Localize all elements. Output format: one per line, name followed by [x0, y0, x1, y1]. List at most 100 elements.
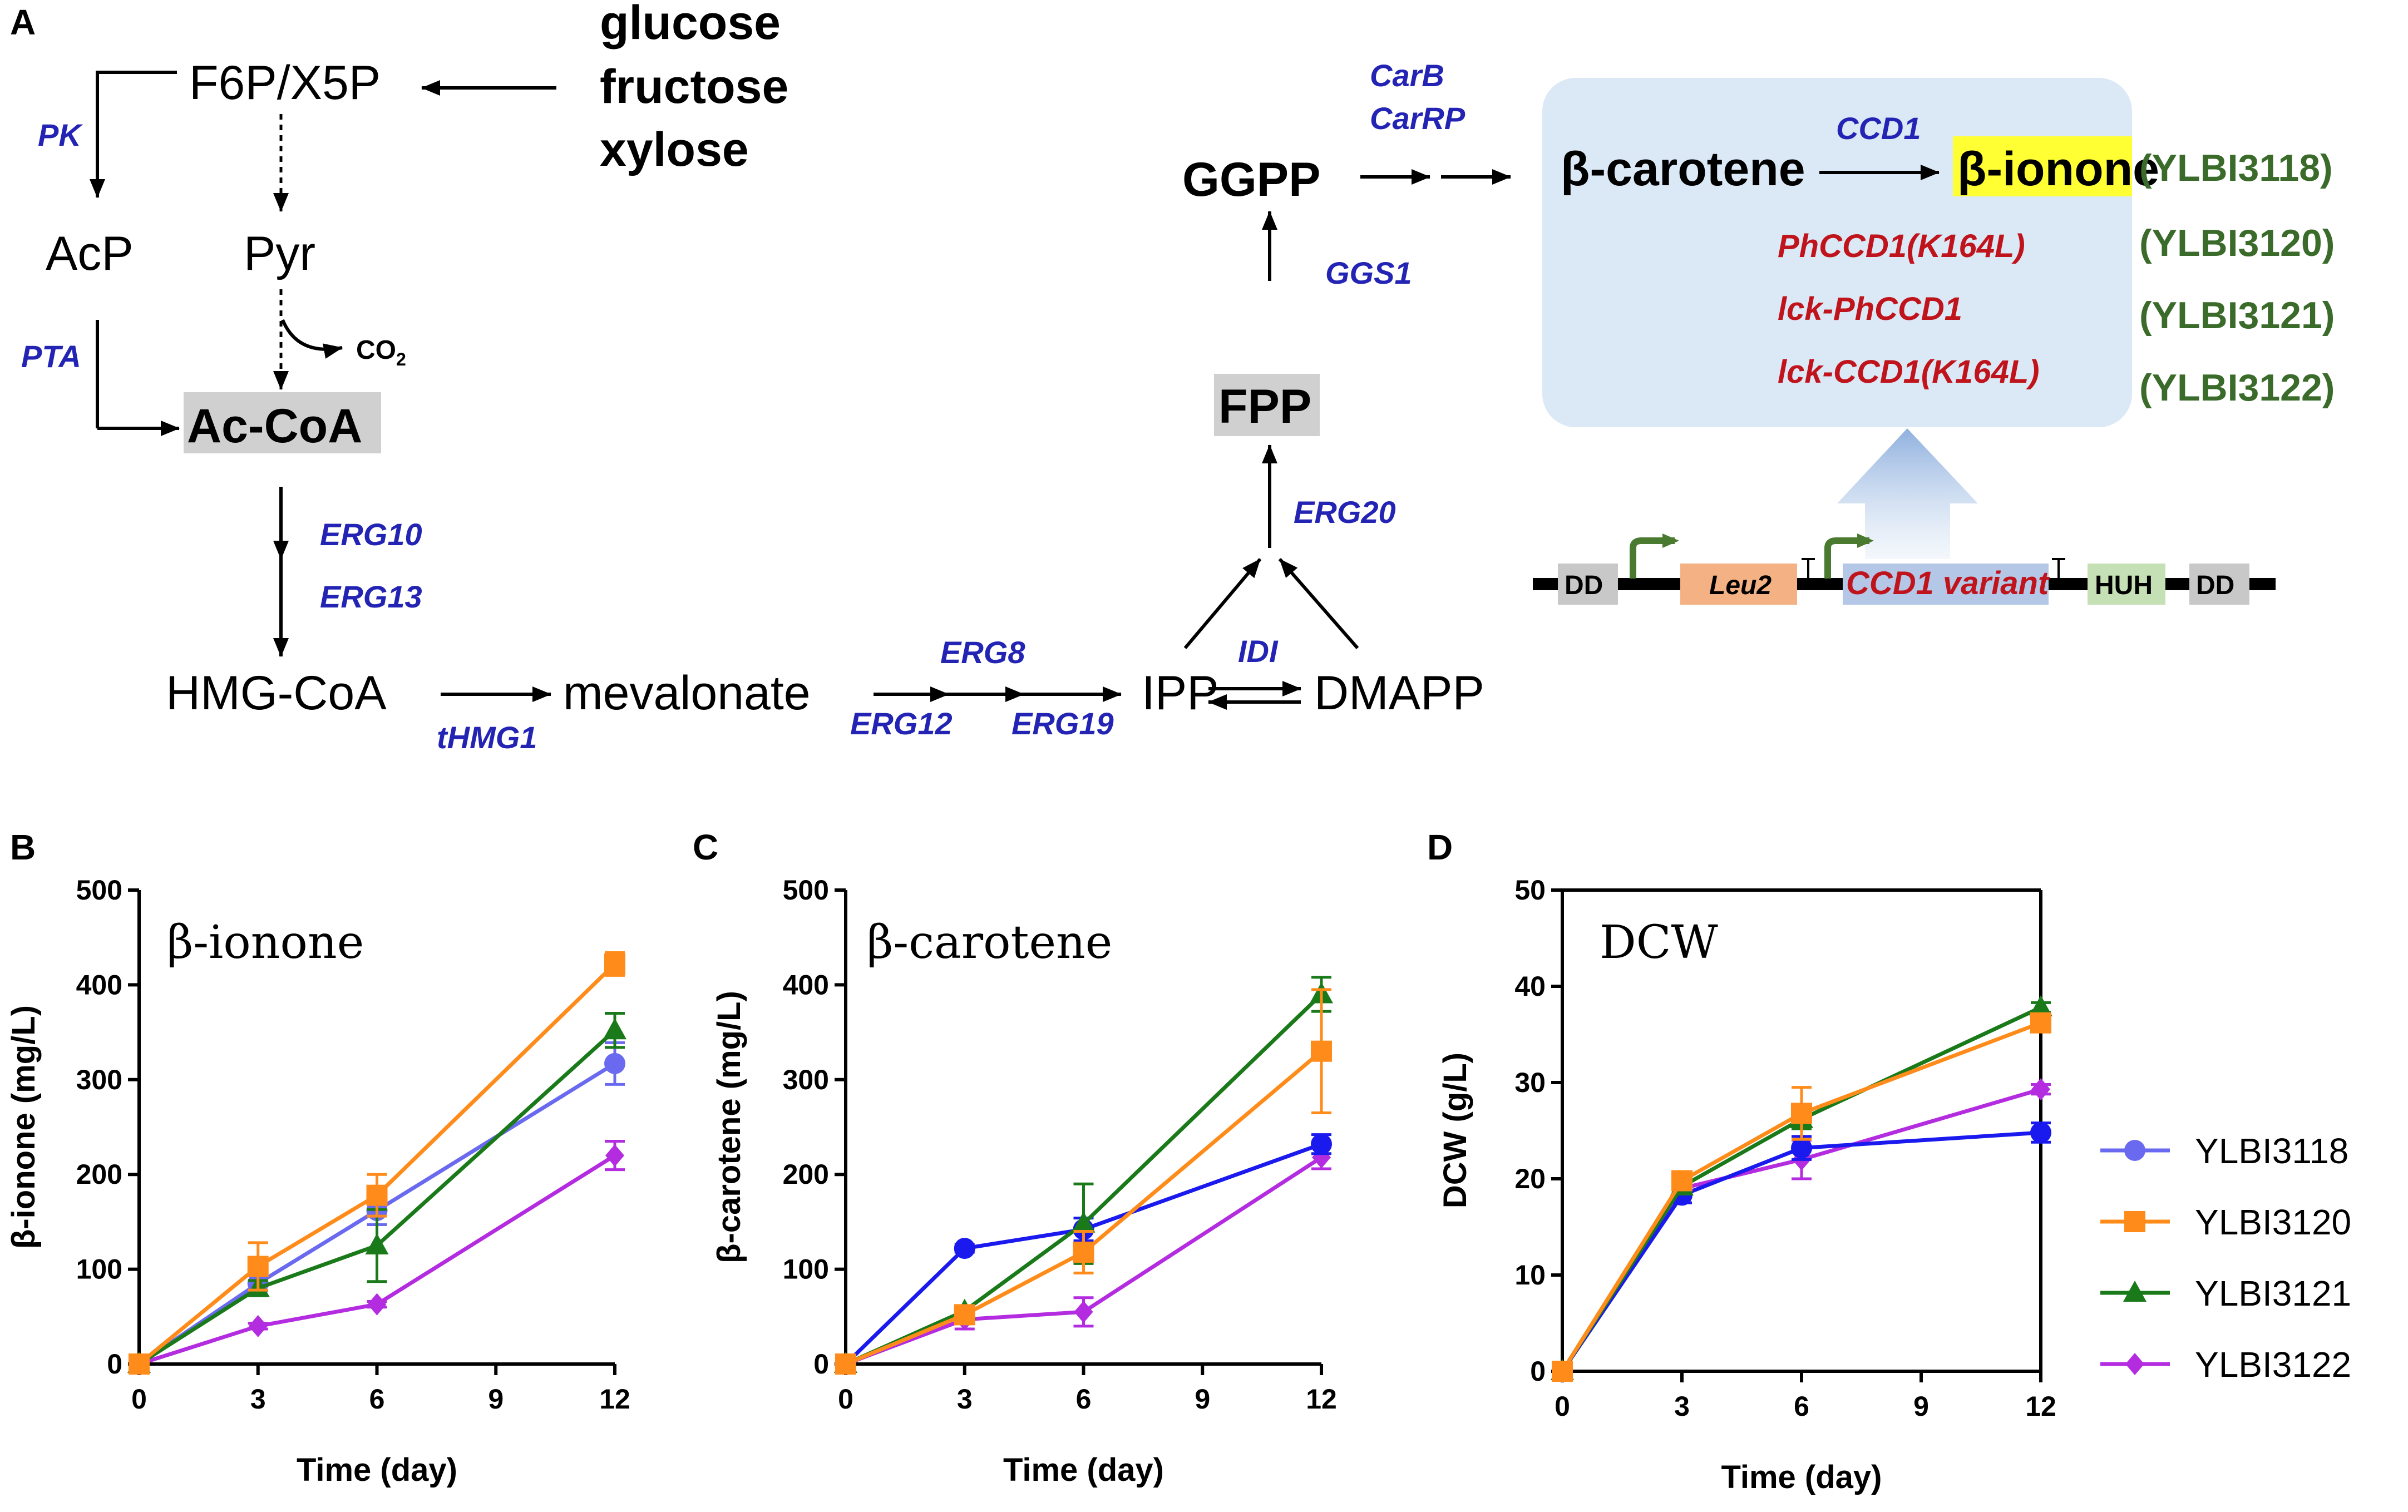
- metabolite-ipp: IPP: [1142, 666, 1219, 720]
- x-tick-label: 9: [488, 1383, 504, 1415]
- data-point: [1552, 1361, 1573, 1382]
- metabolite-mevalonate: mevalonate: [563, 666, 811, 720]
- series-ylbi3120: [835, 988, 1332, 1375]
- sugar-fructose: fructose: [600, 60, 788, 113]
- series-line: [138, 1154, 616, 1366]
- construct-dd-right: DD: [2196, 571, 2234, 600]
- chart-inset-title: DCW: [1600, 916, 1718, 969]
- data-point: [2030, 1121, 2051, 1143]
- data-point: [835, 1353, 856, 1375]
- chart-inset-title: β-carotene: [867, 916, 1112, 969]
- metabolite-fpp: FPP: [1218, 380, 1311, 433]
- y-axis-label: β-ionone (mg/L): [6, 1005, 42, 1249]
- enzyme-ggs1: GGS1: [1325, 255, 1412, 290]
- legend-label: YLBI3122: [2195, 1345, 2351, 1385]
- y-tick-label: 0: [1530, 1356, 1546, 1387]
- data-point: [367, 1293, 387, 1316]
- x-tick-label: 0: [838, 1383, 853, 1415]
- data-point: [129, 1353, 150, 1375]
- data-point: [366, 1184, 388, 1206]
- series-ylbi3120: [129, 951, 625, 1375]
- data-point: [1791, 1137, 1812, 1159]
- enzyme-erg8: ERG8: [940, 635, 1025, 670]
- y-axis-label: DCW (g/L): [1437, 1053, 1473, 1208]
- y-tick-label: 500: [783, 874, 829, 906]
- strain-ylbi3122: (YLBI3122): [2139, 367, 2335, 409]
- y-tick-label: 40: [1514, 971, 1546, 1002]
- y-axis-label: β-carotene (mg/L): [711, 991, 747, 1263]
- series-ylbi3120: [1552, 1012, 2051, 1382]
- x-tick-label: 12: [2025, 1391, 2056, 1422]
- data-point: [2029, 995, 2052, 1017]
- legend-item-ylbi3122: YLBI3122: [2100, 1345, 2351, 1385]
- x-axis-label: Time (day): [297, 1452, 457, 1488]
- chart-legend: YLBI3118 YLBI3120 YLBI3121 YLBI3122: [2100, 1131, 2351, 1385]
- legend-marker: [2123, 1281, 2147, 1302]
- enzyme-carb: CarB: [1370, 58, 1444, 93]
- chart-beta-ionone: 0 100 200 300 400 500 0 3 6 9 12 Time (day) β-ionone…: [6, 874, 630, 1488]
- series-line: [845, 1155, 1323, 1366]
- enzyme-idi: IDI: [1238, 634, 1279, 669]
- data-point: [954, 1238, 975, 1259]
- construct-dd-left: DD: [1565, 571, 1603, 600]
- chart-dcw: 0 10 20 30 40 50 0 3 6 9 12 Time (day) DCW (g/L) DCW: [1437, 874, 2056, 1495]
- data-point: [1311, 1040, 1332, 1062]
- enzyme-thmg1: tHMG1: [437, 720, 537, 755]
- data-point: [247, 1256, 269, 1277]
- data-point: [2031, 1078, 2050, 1101]
- sugar-xylose: xylose: [600, 123, 749, 176]
- chart-beta-carotene: 0 100 200 300 400 500 0 3 6 9 12 Time (day) β-carote…: [711, 874, 1337, 1488]
- data-point: [1671, 1170, 1692, 1192]
- y-tick-label: 500: [76, 874, 122, 906]
- data-point: [2030, 1012, 2051, 1034]
- enzyme-erg19: ERG19: [1011, 706, 1114, 741]
- y-tick-label: 100: [76, 1254, 122, 1285]
- strain-ylbi3118: (YLBI3118): [2139, 147, 2333, 189]
- y-tick-label: 400: [783, 969, 829, 1000]
- metabolite-ac-coa: Ac-CoA: [187, 399, 362, 453]
- chart-inset-title: β-ionone: [167, 916, 364, 969]
- x-axis-label: Time (day): [1003, 1452, 1164, 1488]
- panel-label-c: C: [693, 827, 718, 867]
- metabolite-co2: CO2: [356, 335, 406, 369]
- data-point: [604, 953, 625, 975]
- construct-ccd1-variant: CCD1 variant: [1846, 565, 2050, 601]
- data-point: [954, 1304, 975, 1326]
- construct-leu2: Leu2: [1709, 571, 1772, 600]
- panel-label-b: B: [10, 827, 36, 867]
- series-line: [1561, 1005, 2042, 1372]
- data-point: [1791, 1103, 1812, 1124]
- legend-marker: [2124, 1211, 2145, 1232]
- y-tick-label: 200: [76, 1159, 122, 1190]
- x-tick-label: 6: [1794, 1391, 1809, 1422]
- enzyme-erg13: ERG13: [320, 579, 422, 614]
- metabolite-ggpp: GGPP: [1182, 153, 1321, 206]
- accoa-highlight: [184, 392, 381, 453]
- y-tick-label: 0: [107, 1348, 122, 1380]
- variant-lck-ccd1-k164l: lck-CCD1(K164L): [1778, 354, 2040, 390]
- y-tick-label: 200: [783, 1159, 829, 1190]
- y-tick-label: 300: [783, 1064, 829, 1095]
- x-tick-label: 9: [1195, 1383, 1210, 1415]
- fpp-highlight: [1214, 374, 1320, 436]
- series-line: [845, 1050, 1323, 1366]
- metabolite-acp: AcP: [46, 227, 134, 280]
- enzyme-pk: PK: [38, 117, 83, 152]
- x-tick-label: 12: [599, 1383, 630, 1415]
- x-tick-label: 3: [250, 1383, 266, 1415]
- x-tick-label: 3: [1674, 1391, 1690, 1422]
- y-tick-label: 300: [76, 1064, 122, 1095]
- ionone-highlight: [1953, 136, 2132, 196]
- metabolite-beta-carotene: β-carotene: [1561, 142, 1805, 196]
- legend-label: YLBI3121: [2195, 1273, 2351, 1313]
- enzyme-pta: PTA: [21, 339, 81, 374]
- y-tick-label: 10: [1514, 1259, 1546, 1291]
- enzyme-erg12: ERG12: [850, 706, 953, 741]
- enzyme-erg20: ERG20: [1294, 495, 1396, 530]
- data-point: [604, 1053, 625, 1074]
- legend-item-ylbi3121: YLBI3121: [2100, 1273, 2351, 1313]
- y-tick-label: 20: [1514, 1163, 1546, 1194]
- data-point: [1074, 1301, 1093, 1323]
- metabolite-dmapp: DMAPP: [1314, 666, 1484, 720]
